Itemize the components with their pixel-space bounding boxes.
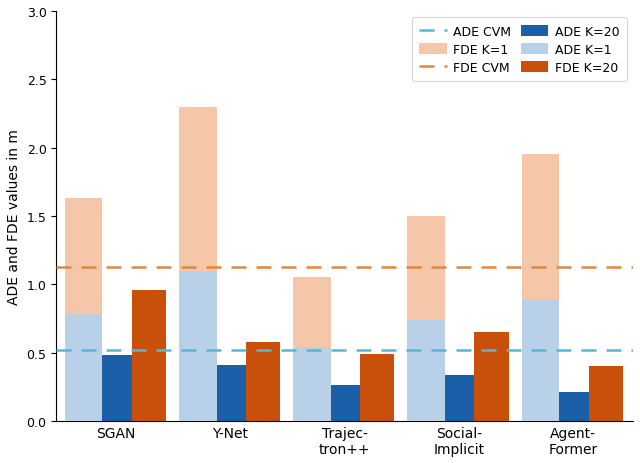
Bar: [212, 365, 246, 421]
Bar: [522, 300, 559, 421]
Bar: [408, 320, 445, 421]
Bar: [408, 217, 445, 421]
Bar: [246, 342, 280, 421]
Bar: [65, 315, 102, 421]
Bar: [65, 199, 102, 421]
Bar: [179, 271, 217, 421]
Bar: [589, 367, 623, 421]
Bar: [360, 354, 394, 421]
Bar: [293, 347, 331, 421]
Bar: [132, 290, 166, 421]
Bar: [522, 155, 559, 421]
Bar: [440, 375, 474, 421]
Bar: [554, 393, 589, 421]
Bar: [97, 356, 132, 421]
Legend: ADE CVM, FDE K=1, FDE CVM, ADE K=20, ADE K=1, FDE K=20: ADE CVM, FDE K=1, FDE CVM, ADE K=20, ADE…: [412, 18, 627, 82]
Bar: [293, 278, 331, 421]
Bar: [474, 332, 509, 421]
Bar: [326, 386, 360, 421]
Bar: [179, 107, 217, 421]
Y-axis label: ADE and FDE values in m: ADE and FDE values in m: [7, 129, 21, 304]
